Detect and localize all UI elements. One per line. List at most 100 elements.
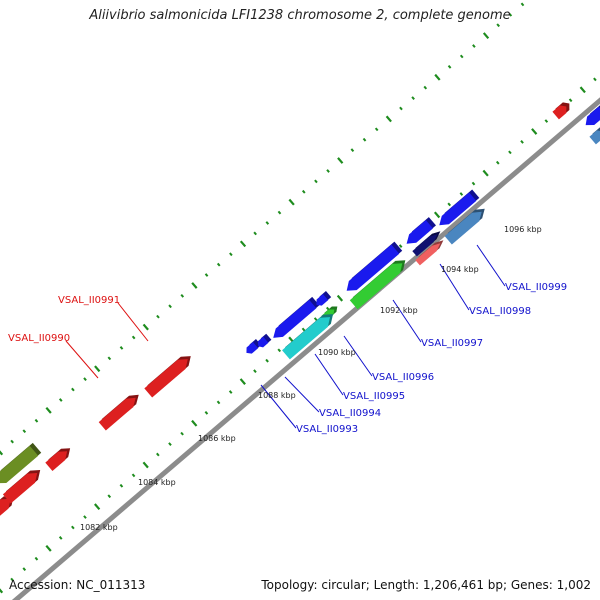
minor-tick bbox=[216, 400, 221, 405]
minor-tick bbox=[131, 473, 136, 478]
scale-label: 1082 kbp bbox=[80, 523, 118, 532]
major-tick bbox=[239, 240, 247, 248]
minor-tick bbox=[350, 148, 355, 152]
scale-labels: 1082 kbp 1084 kbp 1086 kbp 1088 kbp 1090 kbp… bbox=[80, 225, 542, 532]
gene-label[interactable]: VSAL_II0993 bbox=[296, 424, 358, 435]
label-leader-line bbox=[284, 376, 320, 413]
minor-tick bbox=[301, 189, 306, 194]
minor-tick bbox=[10, 577, 14, 582]
minor-tick bbox=[374, 127, 379, 132]
gene-label[interactable]: VSAL_II0995 bbox=[343, 391, 405, 402]
gene-arrow[interactable] bbox=[282, 317, 331, 360]
minor-tick bbox=[34, 418, 39, 423]
genome-summary-text: Topology: circular; Length: 1,206,461 bp… bbox=[261, 578, 591, 592]
minor-tick bbox=[508, 150, 512, 155]
scale-label: 1086 kbp bbox=[198, 434, 236, 443]
gene-label[interactable]: VSAL_II0999 bbox=[505, 282, 567, 293]
gene-arrow[interactable] bbox=[0, 498, 11, 532]
minor-tick bbox=[520, 140, 524, 144]
minor-tick bbox=[277, 348, 282, 353]
major-tick bbox=[0, 450, 4, 456]
minor-tick bbox=[71, 387, 75, 392]
gene-arrow[interactable] bbox=[412, 234, 438, 257]
gene-label[interactable]: VSAL_II0990 bbox=[8, 333, 70, 344]
gene-label[interactable]: VSAL_II0991 bbox=[58, 295, 120, 306]
gene-arrow[interactable] bbox=[444, 211, 482, 245]
minor-tick bbox=[58, 536, 63, 540]
gene-arrow[interactable] bbox=[349, 263, 403, 310]
inner-tick-ring bbox=[0, 77, 597, 594]
minor-tick bbox=[423, 85, 428, 90]
label-leader-line bbox=[117, 302, 149, 342]
minor-tick bbox=[544, 119, 549, 123]
major-tick bbox=[239, 378, 246, 385]
gene-features bbox=[0, 102, 600, 532]
gene-arrow[interactable] bbox=[273, 299, 317, 338]
major-tick bbox=[579, 86, 586, 94]
gene-arrow[interactable] bbox=[0, 445, 39, 484]
gene-arrow[interactable] bbox=[589, 130, 600, 145]
gene-arrow[interactable] bbox=[439, 192, 477, 226]
minor-tick bbox=[168, 304, 172, 309]
minor-tick bbox=[22, 429, 27, 434]
minor-tick bbox=[119, 346, 124, 350]
outer-tick-ring bbox=[0, 2, 525, 456]
minor-tick bbox=[34, 556, 39, 561]
minor-tick bbox=[496, 23, 500, 28]
major-tick bbox=[94, 503, 101, 511]
minor-tick bbox=[180, 431, 184, 436]
minor-tick bbox=[180, 293, 185, 298]
minor-tick bbox=[10, 439, 14, 444]
minor-tick bbox=[131, 335, 136, 340]
minor-tick bbox=[459, 54, 464, 59]
major-tick bbox=[45, 406, 52, 414]
scale-label: 1088 kbp bbox=[258, 391, 296, 400]
gene-arrow[interactable] bbox=[316, 294, 329, 306]
minor-tick bbox=[204, 410, 209, 415]
gene-label[interactable]: VSAL_II0994 bbox=[319, 408, 381, 419]
minor-tick bbox=[314, 179, 318, 184]
major-tick bbox=[191, 282, 198, 289]
gene-arrow[interactable] bbox=[257, 336, 269, 348]
minor-tick bbox=[471, 181, 476, 186]
gene-arrow[interactable] bbox=[346, 244, 400, 291]
gene-arrow[interactable] bbox=[2, 473, 38, 504]
accession-text: Accession: NC_011313 bbox=[9, 578, 146, 592]
minor-tick bbox=[399, 106, 403, 111]
major-tick bbox=[531, 128, 538, 135]
gene-arrow[interactable] bbox=[246, 342, 259, 354]
gene-arrow[interactable] bbox=[415, 243, 441, 266]
minor-tick bbox=[71, 525, 75, 530]
label-leader-lines bbox=[65, 244, 506, 429]
scale-label: 1096 kbp bbox=[504, 225, 542, 234]
gene-label[interactable]: VSAL_II0998 bbox=[469, 306, 531, 317]
gene-label[interactable]: VSAL_II0996 bbox=[372, 372, 434, 383]
label-leader-line bbox=[65, 340, 99, 379]
minor-tick bbox=[447, 202, 452, 207]
gene-arrow[interactable] bbox=[585, 106, 600, 126]
minor-tick bbox=[447, 64, 452, 69]
gene-arrow[interactable] bbox=[552, 105, 567, 120]
minor-tick bbox=[313, 317, 318, 321]
minor-tick bbox=[107, 494, 112, 499]
major-tick bbox=[288, 198, 295, 206]
gene-arrow[interactable] bbox=[144, 359, 188, 398]
gene-arrow[interactable] bbox=[406, 220, 433, 244]
major-tick bbox=[336, 294, 344, 302]
gene-labels: VSAL_II0990 VSAL_II0991 VSAL_II0993 VSAL_II… bbox=[8, 282, 567, 435]
minor-tick bbox=[301, 327, 306, 332]
label-leader-line bbox=[439, 263, 470, 311]
minor-tick bbox=[568, 98, 573, 103]
gene-arrow[interactable] bbox=[98, 397, 136, 431]
minor-tick bbox=[216, 262, 221, 267]
minor-tick bbox=[326, 169, 330, 173]
scale-label: 1094 kbp bbox=[441, 265, 479, 274]
minor-tick bbox=[265, 358, 269, 363]
gene-arrow[interactable] bbox=[45, 451, 68, 471]
label-leader-line bbox=[260, 384, 297, 429]
major-tick bbox=[434, 73, 441, 81]
minor-tick bbox=[228, 390, 233, 394]
minor-tick bbox=[277, 210, 282, 215]
gene-label[interactable]: VSAL_II0997 bbox=[421, 338, 483, 349]
